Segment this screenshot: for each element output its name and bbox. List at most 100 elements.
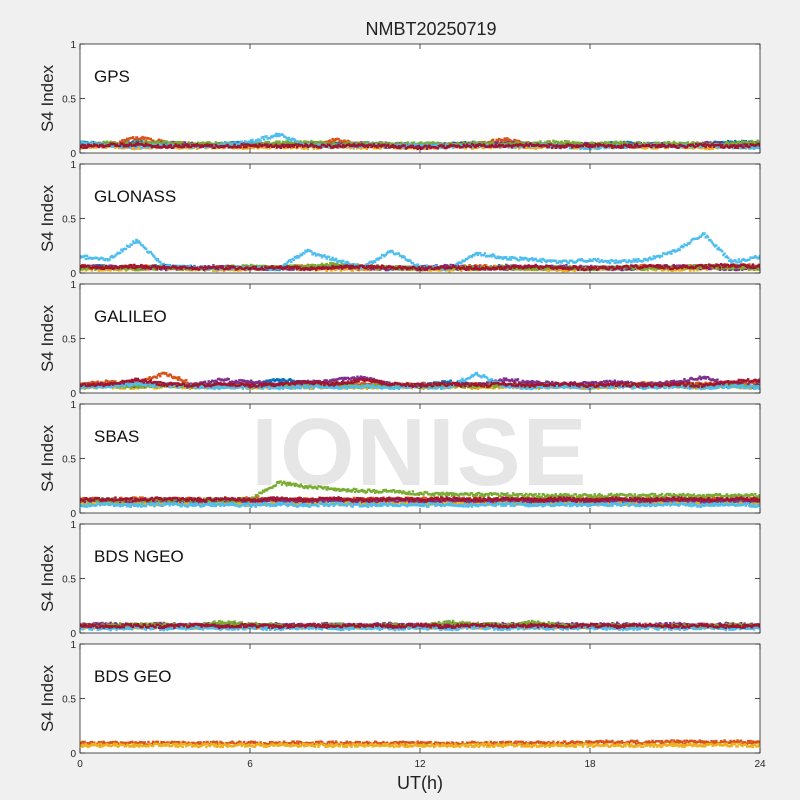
data-point: [752, 140, 756, 144]
data-point: [131, 136, 135, 139]
data-point: [208, 143, 212, 147]
data-point: [626, 145, 629, 148]
data-point: [627, 143, 631, 146]
data-point: [169, 141, 173, 144]
data-point: [205, 144, 208, 148]
data-point: [725, 144, 729, 147]
data-point: [124, 139, 128, 142]
data-point: [180, 145, 183, 149]
data-point: [177, 140, 181, 144]
data-point: [516, 141, 520, 144]
data-point: [240, 140, 243, 143]
data-point: [501, 144, 504, 147]
data-point: [187, 141, 190, 144]
data-point: [284, 135, 287, 139]
data-point: [199, 146, 202, 149]
data-point: [626, 140, 629, 144]
data-point: [286, 138, 289, 141]
data-point: [561, 144, 565, 148]
data-point: [245, 145, 248, 149]
data-point: [183, 141, 187, 144]
data-point: [619, 146, 622, 149]
data-point: [412, 141, 416, 144]
data-point: [517, 139, 521, 143]
data-point: [402, 146, 405, 149]
data-point: [711, 147, 714, 151]
data-point: [142, 138, 145, 141]
data-point: [161, 141, 164, 145]
data-point: [548, 140, 552, 143]
data-point: [396, 141, 399, 145]
data-point: [392, 146, 396, 149]
data-point: [473, 140, 476, 144]
data-point: [233, 143, 236, 146]
data-point: [83, 144, 86, 147]
data-point: [162, 143, 166, 147]
data-point: [621, 146, 625, 149]
data-point: [663, 143, 666, 147]
data-point: [754, 146, 757, 150]
data-point: [291, 143, 294, 147]
data-point: [403, 144, 406, 147]
data-point: [466, 143, 469, 146]
data-point: [276, 141, 280, 145]
data-point: [290, 139, 293, 142]
data-point: [650, 145, 653, 149]
data-point: [185, 143, 188, 146]
data-point: [155, 142, 158, 146]
data-point: [147, 145, 150, 149]
data-point: [409, 144, 412, 148]
data-point: [428, 141, 431, 144]
data-point: [143, 144, 147, 148]
data-point: [319, 146, 323, 149]
data-point: [644, 147, 647, 150]
data-point: [735, 144, 738, 147]
data-point: [157, 138, 161, 141]
data-point: [651, 147, 654, 150]
data-point: [489, 145, 493, 148]
data-point: [287, 143, 291, 147]
data-point: [342, 143, 345, 147]
data-point: [253, 140, 256, 144]
data-point: [260, 146, 264, 149]
data-point: [428, 144, 431, 147]
data-point: [672, 143, 676, 147]
data-point: [351, 144, 354, 148]
data-point: [559, 142, 562, 145]
data-point: [370, 145, 373, 149]
data-point: [559, 146, 562, 150]
data-point: [142, 146, 145, 149]
data-point: [748, 147, 751, 150]
data-point: [574, 145, 578, 149]
data-point: [281, 133, 285, 137]
data-point: [712, 145, 716, 149]
data-point: [122, 141, 125, 144]
data-point: [293, 138, 297, 141]
data-point: [414, 143, 417, 146]
data-point: [134, 144, 137, 147]
data-point: [166, 146, 169, 149]
data-point: [167, 144, 170, 148]
data-point: [529, 142, 533, 146]
data-point: [219, 142, 222, 145]
data-point: [379, 145, 383, 148]
data-point: [105, 140, 109, 143]
data-point: [415, 145, 418, 148]
data-point: [209, 145, 213, 148]
data-point: [361, 143, 365, 147]
data-point: [104, 146, 108, 150]
data-point: [149, 144, 153, 147]
chart-title: NMBT20250719: [365, 19, 496, 39]
data-point: [659, 145, 663, 149]
panel-label: GPS: [94, 67, 130, 86]
data-points: [80, 132, 760, 151]
data-point: [389, 145, 392, 149]
data-point: [288, 138, 292, 141]
data-point: [292, 141, 295, 145]
data-point: [711, 143, 714, 146]
data-point: [660, 143, 664, 146]
data-point: [442, 144, 445, 147]
data-point: [213, 146, 216, 149]
data-point: [259, 139, 262, 142]
data-point: [101, 142, 104, 145]
